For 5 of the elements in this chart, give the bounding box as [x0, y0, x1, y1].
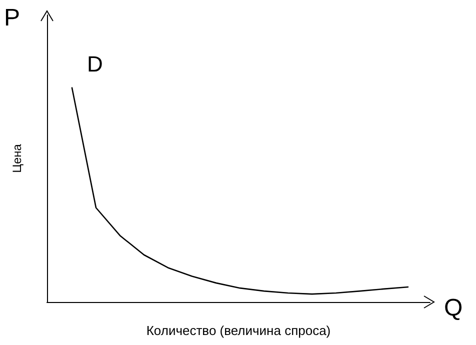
text: Q — [444, 294, 463, 322]
series-label: D — [87, 51, 103, 76]
x-axis-title: Количество (величина спроса) — [146, 323, 331, 338]
y-axis-title: Цена — [10, 144, 24, 173]
text: P — [4, 4, 20, 32]
